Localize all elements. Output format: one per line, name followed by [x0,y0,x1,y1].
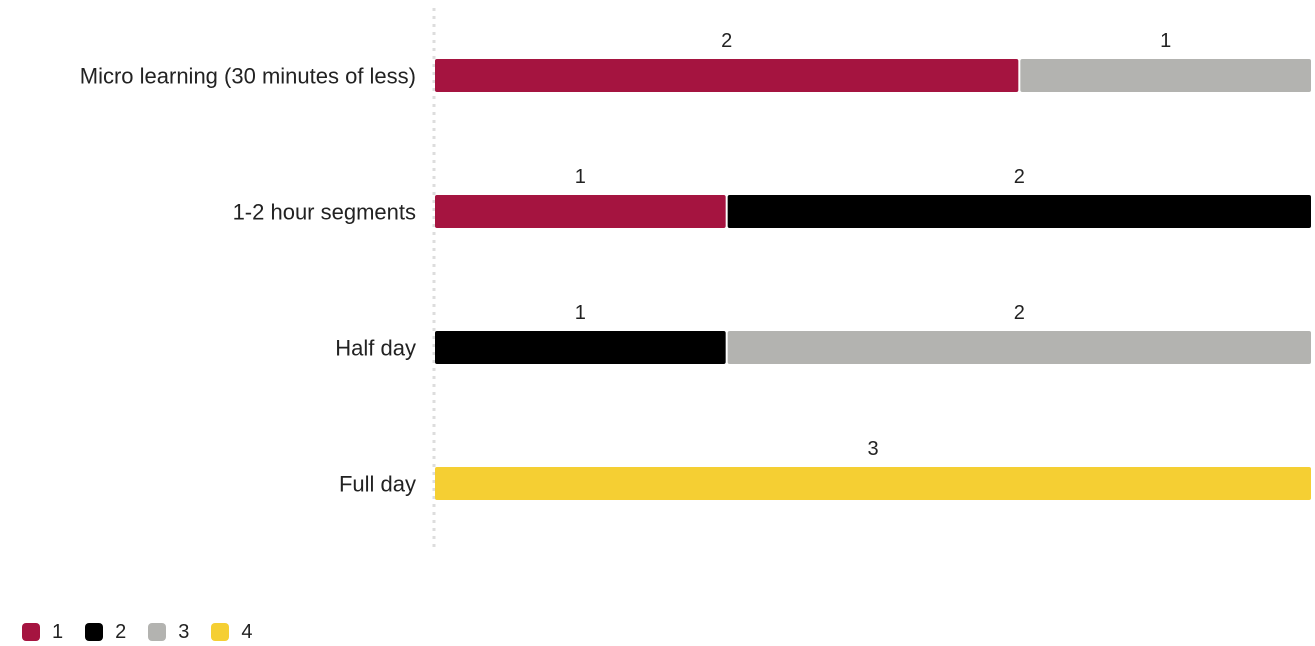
bar-segment[interactable] [727,331,1311,364]
category-label: 1-2 hour segments [233,200,416,225]
legend: 1 2 3 4 [22,620,275,644]
legend-item[interactable]: 2 [85,621,126,644]
legend-item[interactable]: 3 [148,621,189,644]
bars-group [435,59,1311,500]
value-labels: 2 1 1 2 1 2 3 [575,30,1171,460]
value-label: 2 [1014,302,1025,324]
value-label: 3 [867,438,878,460]
value-label: 2 [721,30,732,52]
bar-segment[interactable] [1020,59,1311,92]
category-label: Full day [339,472,416,497]
bar-segment[interactable] [435,331,726,364]
legend-swatch [85,623,104,641]
category-label: Half day [335,336,416,361]
category-label: Micro learning (30 minutes of less) [80,64,416,89]
legend-label: 3 [178,620,190,643]
value-label: 1 [575,166,586,188]
legend-label: 2 [115,620,127,643]
legend-swatch [148,623,167,641]
category-labels: Micro learning (30 minutes of less) 1-2 h… [80,64,416,497]
bar-segment[interactable] [435,467,1311,500]
legend-label: 1 [52,620,64,643]
legend-swatch [211,623,230,641]
legend-item[interactable]: 1 [22,621,63,644]
legend-swatch [22,623,40,641]
bar-segment[interactable] [435,195,726,228]
value-label: 1 [1160,30,1171,52]
bar-segment[interactable] [435,59,1019,92]
value-label: 2 [1014,166,1025,188]
legend-label: 4 [241,620,253,643]
value-label: 1 [575,302,586,324]
stacked-bar-chart: Micro learning (30 minutes of less) 1-2 h… [80,8,1311,552]
legend-item[interactable]: 4 [211,620,253,644]
bar-segment[interactable] [727,195,1311,228]
